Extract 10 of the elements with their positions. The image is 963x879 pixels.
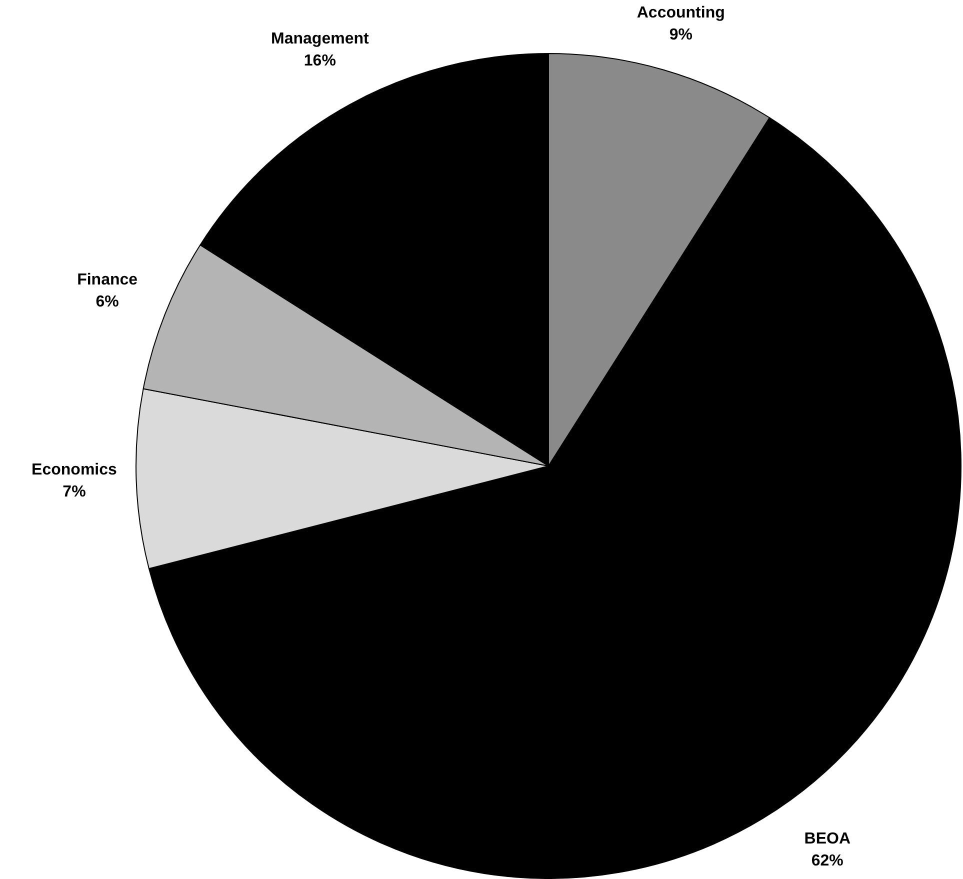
slice-label: BEOA	[804, 830, 851, 848]
data-label: 16%	[304, 52, 336, 70]
data-label: 6%	[96, 294, 119, 311]
data-label: 62%	[811, 852, 844, 870]
data-label: 9%	[669, 26, 692, 44]
data-label: 7%	[62, 483, 86, 500]
slice-label: Finance	[77, 272, 138, 289]
slice-label: Accounting	[636, 4, 725, 22]
slice-label: Management	[271, 30, 370, 48]
slice-label: Economics	[32, 461, 118, 478]
